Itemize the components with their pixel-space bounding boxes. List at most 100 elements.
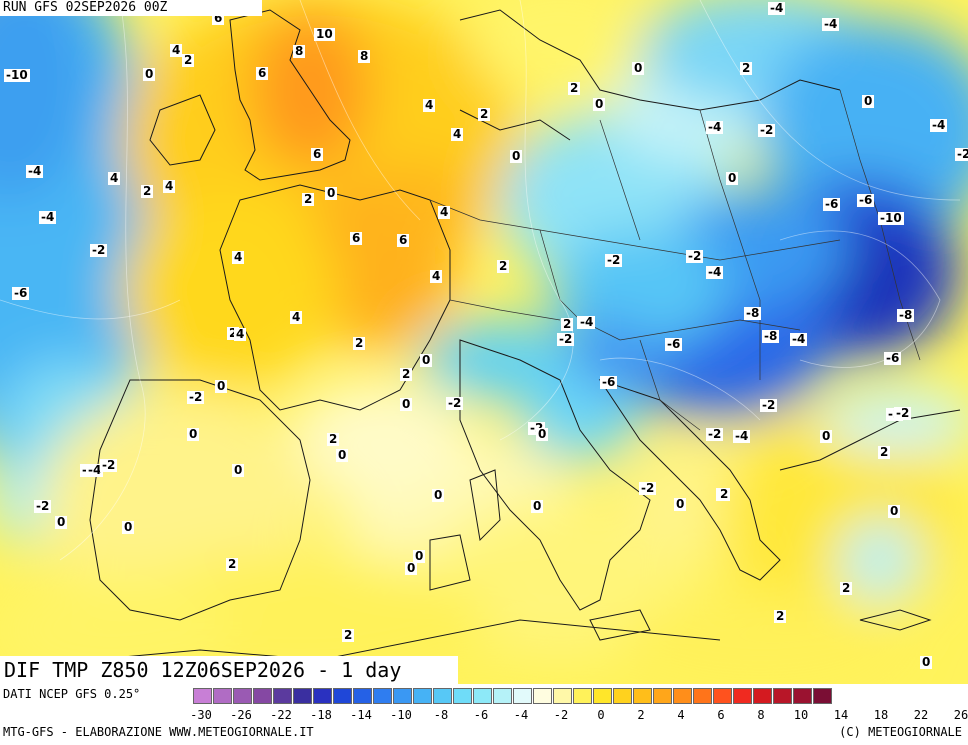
contour-value-label: -4 [578,315,596,329]
contour-value-label: 0 [531,499,544,513]
contour-value-label: -2 [90,243,108,257]
contour-value-label: 4 [232,250,245,264]
color-swatch [213,688,232,704]
contour-value-label: 0 [122,520,135,534]
contour-value-label: 0 [420,353,433,367]
contour-value-label: 2 [878,445,891,459]
contour-value-label: -8 [762,329,780,343]
contour-value-label: 2 [718,487,731,501]
contour-value-label: 0 [215,379,228,393]
contour-value-label: 10 [314,27,335,41]
contour-value-label: -2 [605,253,623,267]
contour-value-label: 2 [302,192,315,206]
contour-value-label: 0 [143,67,156,81]
map-canvas [0,0,968,684]
contour-value-label: 4 [430,269,443,283]
contour-value-label: 2 [740,61,753,75]
contour-value-label: 0 [232,463,245,477]
contour-value-label: 2 [141,184,154,198]
color-swatch [633,688,652,704]
color-scale-tick: -4 [513,708,529,722]
color-swatch [573,688,592,704]
color-swatch [253,688,272,704]
contour-value-label: 4 [290,310,303,324]
contour-value-label: 6 [397,233,410,247]
contour-value-label: 2 [568,81,581,95]
color-scale-tick: 14 [833,708,849,722]
contour-value-label: -2 [446,396,464,410]
contour-value-label: -2 [760,398,778,412]
contour-value-label: 4 [438,205,451,219]
color-swatch [313,688,332,704]
color-swatch [533,688,552,704]
contour-value-label: -6 [600,375,618,389]
contour-value-label: -2 [100,458,118,472]
color-swatch [493,688,512,704]
color-scale-tick: 22 [913,708,929,722]
contour-value-label: 0 [413,549,426,563]
legend: DATI NCEP GFS 0.25° -30 -26 -22 -18 -14 -10 -8… [0,684,968,726]
color-scale-tick: 6 [717,708,725,722]
contour-value-label: 4 [234,327,247,341]
contour-value-label: 4 [108,171,121,185]
contour-value-label: 2 [327,432,340,446]
color-swatch [373,688,392,704]
footer-credit: MTG-GFS - ELABORAZIONE WWW.METEOGIORNALE… [3,725,314,739]
contour-value-label: -8 [897,308,915,322]
color-scale-tick: 0 [597,708,605,722]
contour-value-label: 0 [510,149,523,163]
contour-value-label: 2 [840,581,853,595]
contour-value-label: 2 [497,259,510,273]
color-scale-tick: -14 [350,708,372,722]
contour-value-label: 0 [674,497,687,511]
isolines [0,0,961,561]
contour-value-label: -2 [706,427,724,441]
contour-value-label: -4 [930,118,948,132]
color-swatch [813,688,832,704]
contour-value-label: -6 [823,197,841,211]
coastlines [89,9,961,661]
color-scale-tick: -26 [230,708,252,722]
contour-value-label: -2 [955,148,968,161]
contour-value-label: -4 [790,332,808,346]
color-scale-tick: -22 [270,708,292,722]
color-swatch [693,688,712,704]
contour-value-label: 0 [536,427,549,441]
color-scale-tick: -18 [310,708,332,722]
contour-value-label: 4 [423,98,436,112]
color-swatch [233,688,252,704]
color-swatch [753,688,772,704]
contour-value-label: 0 [888,504,901,518]
temperature-field [0,0,968,684]
contour-value-label: 0 [325,186,338,200]
contour-value-label: 0 [820,429,833,443]
color-swatch [613,688,632,704]
color-swatch [293,688,312,704]
contour-value-label: 0 [400,397,413,411]
contour-value-label: -2 [686,249,704,263]
color-swatch [393,688,412,704]
color-swatch [433,688,452,704]
color-scale-tick: 18 [873,708,889,722]
contour-value-label: -2 [758,123,776,137]
color-swatch [653,688,672,704]
color-swatch [513,688,532,704]
map-title: DIF TMP Z850 12Z06SEP2026 - 1 day [0,656,458,684]
contour-value-label: -4 [26,164,44,178]
contour-value-label: 2 [182,53,195,67]
color-scale-tick: -10 [390,708,412,722]
color-scale-tick: -8 [433,708,449,722]
color-swatch [453,688,472,704]
contour-value-label: -2 [639,481,657,495]
color-swatch [273,688,292,704]
contour-value-label: -6 [857,193,875,207]
color-scale-tick: 26 [953,708,968,722]
copyright: (C) METEOGIORNALE [839,725,962,739]
color-scale-tick: -30 [190,708,212,722]
contour-value-label: 2 [561,317,574,331]
contour-value-label: 4 [163,179,176,193]
contour-value-label: -2 [894,406,912,420]
color-scale-tick: -2 [553,708,569,722]
color-swatch [553,688,572,704]
